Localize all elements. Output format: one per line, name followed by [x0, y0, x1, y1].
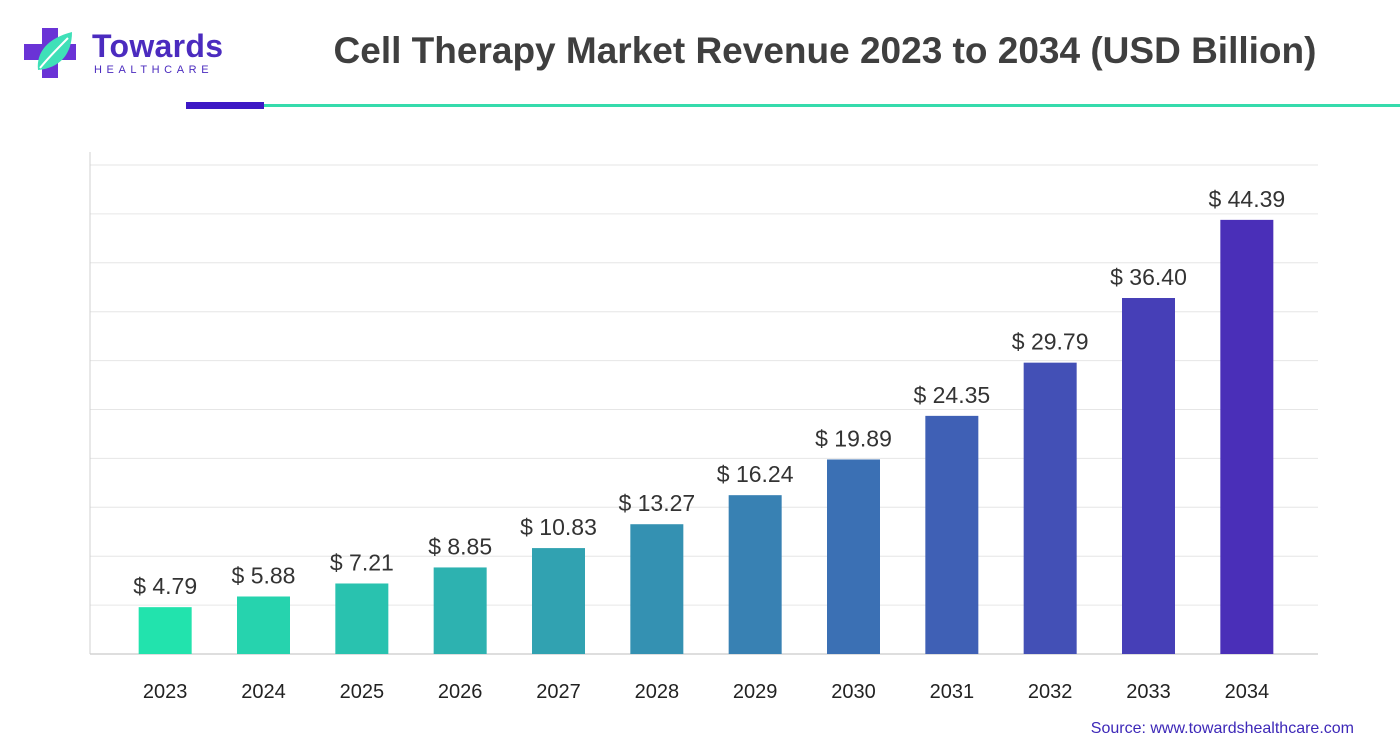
title-accent-bar [186, 102, 264, 109]
bar-2025 [335, 583, 389, 654]
bar-2031 [925, 415, 979, 654]
data-label-2023: $ 4.79 [133, 573, 197, 599]
bar-2023 [138, 607, 192, 654]
data-label-2024: $ 5.88 [232, 562, 296, 588]
bar-2027 [532, 548, 585, 654]
data-label-2029: $ 16.24 [717, 461, 794, 487]
data-label-2025: $ 7.21 [330, 549, 394, 575]
data-label-2030: $ 19.89 [815, 425, 892, 451]
medical-cross-leaf-icon [24, 28, 76, 78]
x-tick-label-2025: 2025 [340, 681, 385, 703]
source-note: Source: www.towardshealthcare.com [1090, 720, 1354, 737]
x-tick-label-2029: 2029 [733, 681, 778, 703]
data-label-2034: $ 44.39 [1208, 186, 1285, 212]
x-tick-label-2027: 2027 [536, 681, 581, 703]
brand-name: Towards [92, 28, 224, 64]
bar-2028 [630, 524, 684, 654]
chart-title: Cell Therapy Market Revenue 2023 to 2034… [333, 30, 1317, 71]
x-tick-label-2033: 2033 [1126, 681, 1171, 703]
bar-2032 [1023, 362, 1077, 654]
bar-2033 [1122, 298, 1175, 654]
bar-2029 [728, 495, 782, 654]
bar-2026 [433, 567, 487, 654]
data-label-2031: $ 24.35 [913, 382, 990, 408]
x-tick-label-2034: 2034 [1225, 681, 1270, 703]
data-label-2033: $ 36.40 [1110, 264, 1187, 290]
x-tick-label-2032: 2032 [1028, 681, 1073, 703]
x-tick-label-2023: 2023 [143, 681, 188, 703]
data-label-2028: $ 13.27 [618, 490, 695, 516]
bar-2034 [1220, 219, 1274, 655]
x-tick-label-2024: 2024 [241, 681, 286, 703]
data-label-2026: $ 8.85 [428, 533, 492, 559]
data-label-2027: $ 10.83 [520, 514, 597, 540]
title-divider [264, 104, 1400, 107]
brand-logo: Towards HEALTHCARE [22, 24, 242, 84]
bar-2024 [237, 596, 290, 654]
x-tick-label-2031: 2031 [930, 681, 975, 703]
bar-2030 [827, 459, 880, 654]
x-tick-label-2026: 2026 [438, 681, 483, 703]
brand-subtitle: HEALTHCARE [94, 64, 214, 76]
x-tick-label-2028: 2028 [635, 681, 680, 703]
x-tick-label-2030: 2030 [831, 681, 876, 703]
data-label-2032: $ 29.79 [1012, 329, 1089, 355]
